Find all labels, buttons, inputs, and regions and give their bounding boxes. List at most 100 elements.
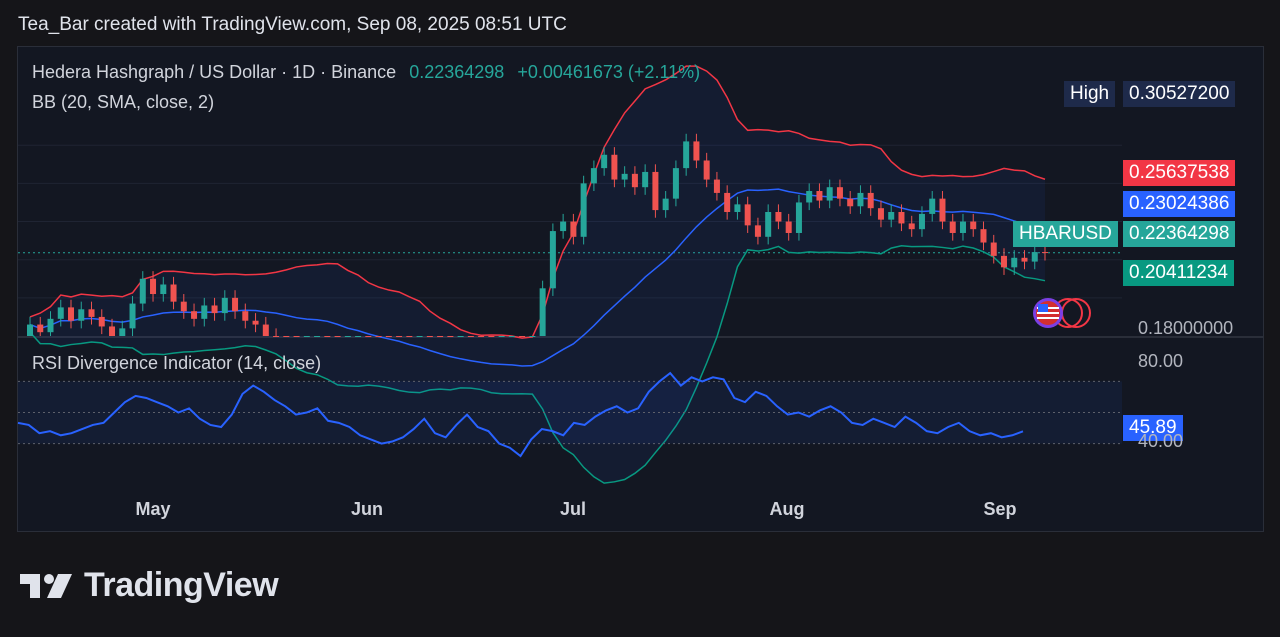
candle-body xyxy=(560,221,567,232)
candle-body xyxy=(929,198,936,214)
candle-body xyxy=(508,336,515,337)
candle-body xyxy=(406,336,413,337)
candle-body xyxy=(160,284,167,295)
candle-body xyxy=(888,212,895,220)
candle-body xyxy=(652,171,659,211)
bb-basis-line xyxy=(29,188,1046,367)
candle-body xyxy=(139,278,146,304)
candle-body xyxy=(98,316,105,327)
last-price-tag: 0.22364298 xyxy=(1123,221,1236,247)
candle-body xyxy=(150,278,157,295)
candle-body xyxy=(334,336,341,337)
month-aug: Aug xyxy=(769,499,805,519)
candle-body xyxy=(273,336,280,337)
candle-body xyxy=(344,336,351,337)
bb-fill xyxy=(30,66,1045,484)
candle-body xyxy=(314,336,321,337)
candle-body xyxy=(877,208,884,220)
candle-body xyxy=(498,336,505,337)
candle-body xyxy=(683,141,690,169)
candle-body xyxy=(744,204,751,226)
rsi-tick-80: 80.00 xyxy=(1138,351,1184,371)
bb-upper-line xyxy=(29,65,1046,339)
candle-body xyxy=(365,336,372,337)
month-jul: Jul xyxy=(559,499,587,519)
candle-body xyxy=(283,336,290,337)
candle-body xyxy=(488,336,495,337)
candle-body xyxy=(621,173,628,180)
candle-body xyxy=(252,320,259,325)
tradingview-logo[interactable]: TradingView xyxy=(20,566,279,605)
candle-body xyxy=(693,141,700,161)
rsi-line xyxy=(17,371,1024,458)
candle-body xyxy=(109,326,116,336)
ticker-tag: HBARUSD xyxy=(1013,221,1118,247)
candle-body xyxy=(57,307,64,319)
candle-body xyxy=(27,324,33,336)
candle-body xyxy=(662,198,669,211)
candle-body xyxy=(980,229,987,243)
bb-lower-line xyxy=(29,244,1046,484)
candle-body xyxy=(765,212,772,237)
high-label-tag: High xyxy=(1064,81,1116,107)
candle-body xyxy=(211,305,218,314)
candle-body xyxy=(293,336,300,337)
candle-body xyxy=(355,336,362,337)
price-change: +0.00461673 (+2.11%) xyxy=(517,62,701,82)
basis-tag: 0.23024386 xyxy=(1123,191,1236,217)
candle-body xyxy=(88,309,95,317)
candle-body xyxy=(180,301,187,312)
high-value-tag: 0.30527200 xyxy=(1123,81,1236,107)
upper-band-tag: 0.25637538 xyxy=(1123,160,1236,186)
candle-body xyxy=(549,231,556,289)
rsi-value-tag: 45.89 xyxy=(1123,415,1183,441)
candle-body xyxy=(170,284,177,302)
candle-body xyxy=(970,221,977,230)
candle-body xyxy=(467,336,474,337)
month-sep: Sep xyxy=(983,499,1017,519)
candle-body xyxy=(1000,255,1007,268)
candle-body xyxy=(601,154,608,169)
candle-body xyxy=(949,221,956,233)
candle-body xyxy=(672,168,679,199)
candle-body xyxy=(590,168,597,184)
candle-body xyxy=(959,221,966,233)
candle-body xyxy=(857,192,864,207)
us-flag-icon[interactable] xyxy=(1032,297,1092,329)
candle-body xyxy=(191,311,198,319)
candle-body xyxy=(68,307,75,321)
candle-body xyxy=(642,171,649,188)
candle-body xyxy=(1021,257,1028,262)
candle-body xyxy=(724,192,731,212)
candle-body xyxy=(437,336,444,337)
candle-body xyxy=(939,198,946,222)
chart-attribution: Tea_Bar created with TradingView.com, Se… xyxy=(18,14,567,35)
candle-body xyxy=(262,324,269,336)
candle-body xyxy=(78,309,85,321)
candle-body xyxy=(539,288,546,336)
candle-body xyxy=(570,221,577,237)
symbol-name: Hedera Hashgraph / US Dollar · 1D · Bina… xyxy=(32,62,397,82)
rsi-tick-40: 40.00 xyxy=(1138,431,1184,451)
candle-body xyxy=(775,212,782,222)
candle-body xyxy=(129,303,136,329)
tradingview-wordmark: TradingView xyxy=(84,566,279,604)
candle-body xyxy=(898,212,905,224)
candle-body xyxy=(221,297,228,314)
last-price: 0.22364298 xyxy=(409,62,505,82)
candle-body xyxy=(754,225,761,237)
price-tick: 0.18000000 xyxy=(1138,318,1234,338)
candle-body xyxy=(1031,252,1038,262)
candle-body xyxy=(703,160,710,180)
candle-body xyxy=(201,305,208,319)
bb-legend: BB (20, SMA, close, 2) xyxy=(32,92,215,112)
candle-body xyxy=(457,336,464,337)
candle-body xyxy=(242,311,249,321)
chart-frame[interactable] xyxy=(17,46,1264,532)
rsi-legend: RSI Divergence Indicator (14, close) xyxy=(32,353,322,373)
candle-body xyxy=(734,204,741,212)
month-may: May xyxy=(135,499,171,519)
candle-body xyxy=(385,336,392,337)
month-jun: Jun xyxy=(350,499,384,519)
